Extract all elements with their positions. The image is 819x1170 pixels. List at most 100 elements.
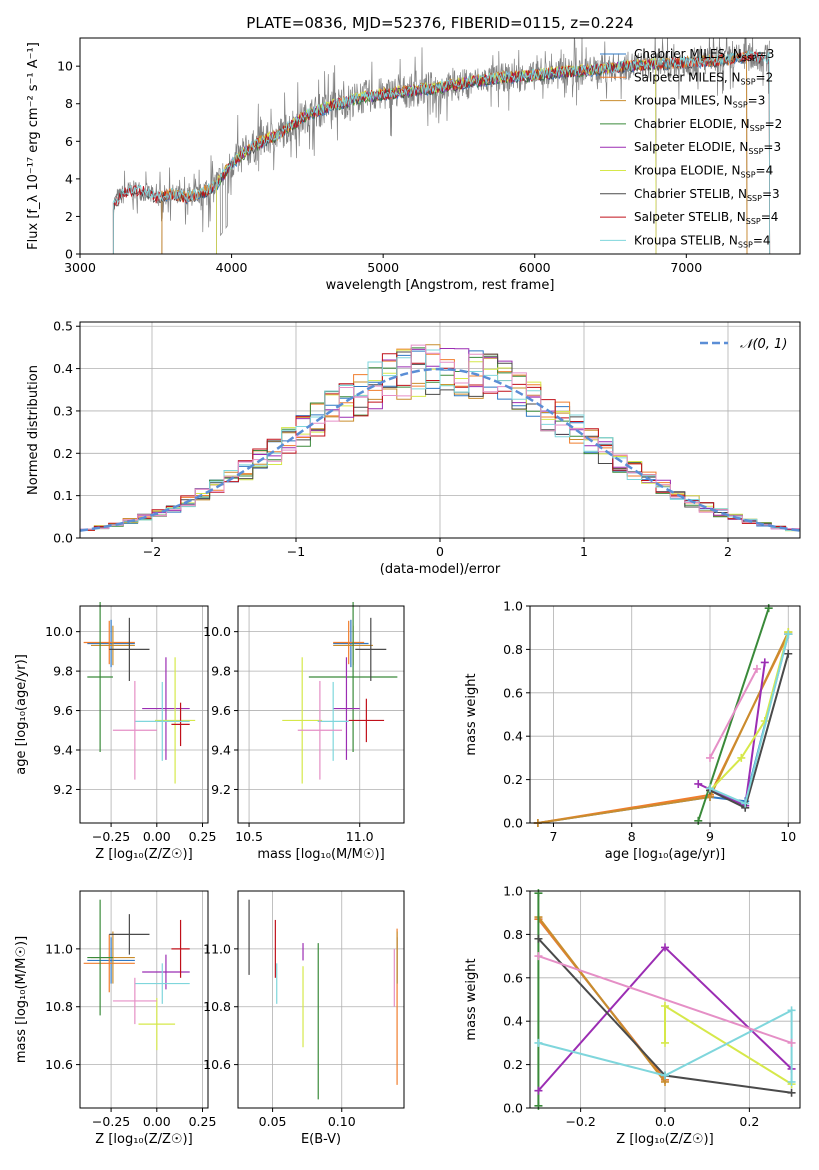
y-axis-label: mass weight — [464, 958, 479, 1040]
legend-entry: Salpeter ELODIE, NSSP=3 — [634, 140, 781, 156]
hist-plot — [80, 344, 800, 533]
x-tick-label: 7 — [550, 829, 558, 844]
x-tick-label: 0.00 — [143, 829, 171, 844]
y-axis-label: mass weight — [464, 673, 479, 755]
x-tick-label: −0.2 — [565, 1114, 595, 1129]
y-tick-label: 0.4 — [503, 729, 523, 744]
y-axis-label: age [log₁₀(age/yr)] — [14, 654, 29, 775]
weight-marker — [787, 1006, 796, 1015]
weight-marker — [534, 934, 543, 943]
y-tick-label: 9.2 — [211, 782, 231, 797]
x-tick-label: 6000 — [519, 260, 551, 275]
y-tick-label: 0.5 — [53, 319, 73, 334]
weight-line — [697, 662, 766, 808]
weight-marker — [661, 1071, 669, 1080]
y-tick-label: 1.0 — [503, 599, 523, 614]
x-tick-label: 10 — [780, 829, 796, 844]
x-tick-label: 2 — [724, 544, 732, 559]
weight-marker — [764, 604, 773, 613]
weight-marker — [694, 779, 703, 788]
x-tick-label: 0 — [436, 544, 444, 559]
x-tick-label: 5000 — [367, 260, 399, 275]
y-tick-label: 6 — [65, 134, 73, 149]
x-tick-label: 0.10 — [328, 1114, 356, 1129]
x-tick-label: −0.25 — [92, 829, 130, 844]
weight-marker — [694, 816, 703, 825]
y-tick-label: 0.0 — [53, 531, 73, 546]
y-tick-label: 8 — [65, 96, 73, 111]
x-tick-label: 3000 — [64, 260, 96, 275]
x-tick-label: −1 — [287, 544, 305, 559]
y-tick-label: 0.2 — [503, 772, 523, 787]
y-tick-label: 9.2 — [53, 782, 73, 797]
weight-line — [664, 1004, 793, 1085]
y-tick-label: 11.0 — [203, 941, 231, 956]
y-tick-label: 9.8 — [53, 664, 73, 679]
legend-entry: Kroupa STELIB, NSSP=4 — [634, 233, 771, 249]
y-tick-label: 0.1 — [53, 488, 73, 503]
model-spectrum — [215, 60, 657, 254]
weight-marker — [534, 1101, 543, 1110]
y-tick-label: 9.8 — [211, 664, 231, 679]
y-axis-label: Flux [f_λ 10⁻¹⁷ erg cm⁻² s⁻¹ A⁻¹] — [26, 42, 41, 250]
weight-marker — [752, 664, 761, 673]
legend-entry: Chabrier STELIB, NSSP=3 — [634, 187, 780, 203]
x-tick-label: 0.05 — [259, 1114, 287, 1129]
legend-entry: Chabrier ELODIE, NSSP=2 — [634, 117, 782, 133]
weight-marker — [784, 630, 793, 639]
weight-marker — [784, 649, 793, 658]
legend-entry: Salpeter MILES, NSSP=2 — [634, 70, 773, 86]
weight-marker — [706, 784, 714, 793]
errorbar-group — [83, 602, 196, 784]
y-tick-label: 4 — [65, 171, 73, 186]
y-tick-label: 10.0 — [45, 624, 73, 639]
y-tick-label: 9.4 — [53, 743, 73, 758]
axes-frame — [237, 890, 405, 1109]
axes-frame — [79, 37, 801, 255]
weight-marker — [760, 658, 769, 667]
axes-frame — [529, 605, 801, 824]
y-tick-label: 0.2 — [503, 1057, 523, 1072]
y-tick-label: 0.6 — [503, 970, 523, 985]
legend-entry: Chabrier MILES, NSSP=3 — [634, 47, 774, 63]
y-tick-label: 0.3 — [53, 403, 73, 418]
x-tick-label: 1 — [580, 544, 588, 559]
weight-marker — [737, 753, 746, 762]
errorbar-group — [248, 899, 398, 1100]
y-axis-label: Normed distribution — [26, 365, 41, 495]
gaussian-curve — [80, 367, 800, 532]
weight-marker — [787, 1077, 796, 1086]
y-tick-label: 0 — [65, 247, 73, 262]
y-tick-label: 0.0 — [503, 816, 523, 831]
x-tick-label: 0.0 — [655, 1114, 675, 1129]
x-tick-label: 0.2 — [739, 1114, 759, 1129]
spectrum-plot — [112, 38, 771, 254]
y-tick-label: 10.8 — [203, 999, 231, 1014]
y-axis-label: mass [log₁₀(M/M☉)] — [14, 936, 29, 1063]
weight-marker — [661, 943, 669, 952]
model-spectrum — [112, 49, 771, 254]
weight-marker — [534, 952, 543, 961]
x-tick-label: 0.25 — [189, 1114, 217, 1129]
weight-marker — [787, 1088, 796, 1097]
legend-entry: Salpeter STELIB, NSSP=4 — [634, 210, 778, 226]
weight-line — [537, 916, 666, 1083]
y-tick-label: 10 — [57, 59, 73, 74]
y-tick-label: 9.6 — [211, 703, 231, 718]
x-axis-label: wavelength [Angstrom, rest frame] — [326, 278, 555, 293]
y-tick-label: 10.6 — [203, 1057, 231, 1072]
x-tick-label: −2 — [143, 544, 161, 559]
weight-marker — [706, 753, 714, 762]
x-tick-label: 7000 — [670, 260, 702, 275]
errorbar-group — [83, 899, 190, 1051]
y-tick-label: 11.0 — [45, 941, 73, 956]
axes-frame — [237, 605, 405, 824]
y-tick-label: 9.4 — [211, 743, 231, 758]
y-tick-label: 0.2 — [53, 446, 73, 461]
weight-marker — [661, 1038, 669, 1047]
legend-entry: 𝒩(0, 1) — [740, 337, 787, 352]
x-axis-label: age [log₁₀(age/yr)] — [605, 847, 726, 862]
axes-frame — [79, 605, 209, 824]
figure-title: PLATE=0836, MJD=52376, FIBERID=0115, z=0… — [246, 14, 633, 32]
